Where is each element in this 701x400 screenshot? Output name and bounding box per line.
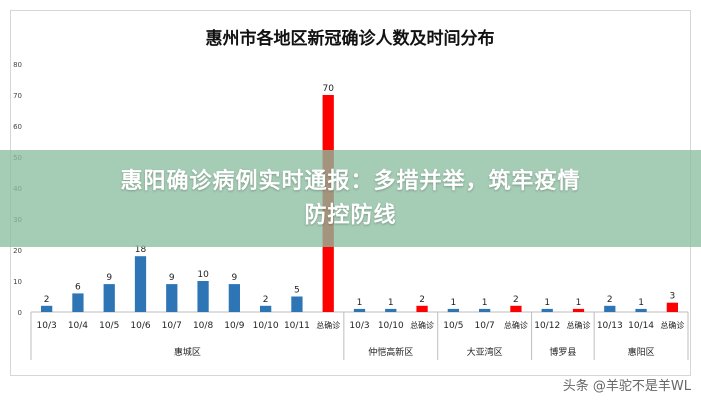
y-tick-label: 0 bbox=[18, 309, 22, 317]
data-label: 2 bbox=[607, 295, 613, 305]
daily-bar bbox=[541, 308, 553, 312]
group-label: 惠阳区 bbox=[628, 346, 655, 358]
data-label: 1 bbox=[638, 298, 644, 308]
data-label: 2 bbox=[44, 295, 50, 305]
daily-bar bbox=[41, 305, 53, 312]
x-tick-label: 总确诊 bbox=[504, 320, 528, 330]
daily-bar bbox=[228, 284, 240, 312]
x-tick-label: 总确诊 bbox=[660, 320, 684, 330]
data-label: 2 bbox=[513, 295, 519, 305]
total-bar bbox=[572, 308, 585, 312]
data-label: 1 bbox=[388, 298, 394, 308]
daily-bar bbox=[197, 281, 209, 312]
data-label: 2 bbox=[419, 295, 425, 305]
data-label: 5 bbox=[294, 286, 300, 296]
x-tick-label: 10/12 bbox=[534, 321, 560, 331]
data-label: 1 bbox=[576, 298, 582, 308]
group-label: 博罗县 bbox=[549, 346, 576, 358]
daily-bar bbox=[166, 284, 178, 312]
daily-bar bbox=[479, 308, 491, 312]
daily-bar bbox=[260, 305, 272, 312]
x-tick-label: 10/7 bbox=[162, 321, 182, 331]
data-label: 3 bbox=[669, 292, 675, 302]
data-label: 6 bbox=[75, 282, 81, 292]
group-label: 仲恺高新区 bbox=[368, 346, 413, 358]
watermark: 头条 @羊驼不是羊WL bbox=[562, 379, 691, 394]
x-tick-label: 总确诊 bbox=[316, 320, 340, 330]
data-label: 9 bbox=[231, 273, 237, 283]
daily-bar bbox=[291, 296, 303, 312]
daily-bar bbox=[604, 305, 616, 312]
data-label: 1 bbox=[482, 298, 488, 308]
x-tick-label: 10/10 bbox=[378, 321, 404, 331]
data-label: 9 bbox=[106, 273, 112, 283]
y-tick-label: 80 bbox=[13, 61, 22, 69]
x-tick-label: 10/7 bbox=[475, 321, 495, 331]
daily-bar bbox=[385, 308, 397, 312]
daily-bar bbox=[103, 284, 115, 312]
headline-line-1: 惠阳确诊病例实时通报：多措并举，筑牢疫情 bbox=[120, 168, 581, 194]
daily-bar bbox=[635, 308, 647, 312]
group-label: 大亚湾区 bbox=[467, 346, 503, 358]
data-label: 2 bbox=[263, 295, 269, 305]
chart-title: 惠州市各地区新冠确诊人数及时间分布 bbox=[206, 28, 495, 49]
data-label: 1 bbox=[450, 298, 456, 308]
data-label: 1 bbox=[357, 298, 363, 308]
x-tick-label: 总确诊 bbox=[567, 320, 591, 330]
x-tick-label: 10/6 bbox=[130, 321, 150, 331]
data-label: 18 bbox=[135, 245, 147, 255]
x-tick-label: 10/13 bbox=[597, 321, 623, 331]
y-tick-label: 60 bbox=[13, 123, 22, 131]
x-tick-label: 10/10 bbox=[253, 321, 279, 331]
x-tick-label: 10/11 bbox=[284, 321, 310, 331]
y-tick-label: 10 bbox=[13, 278, 22, 286]
total-bar bbox=[416, 305, 428, 312]
daily-bar bbox=[134, 256, 147, 312]
daily-bar bbox=[353, 308, 366, 312]
data-label: 70 bbox=[322, 84, 334, 94]
group-label: 惠城区 bbox=[174, 346, 201, 358]
x-tick-label: 总确诊 bbox=[410, 320, 434, 330]
daily-bar bbox=[72, 293, 84, 312]
x-tick-label: 10/8 bbox=[193, 321, 213, 331]
x-tick-label: 10/3 bbox=[37, 321, 57, 331]
x-tick-label: 10/4 bbox=[68, 321, 88, 331]
x-tick-label: 10/14 bbox=[628, 321, 654, 331]
x-tick-label: 10/5 bbox=[443, 321, 463, 331]
x-tick-label: 10/5 bbox=[99, 321, 119, 331]
y-tick-label: 70 bbox=[13, 92, 22, 100]
x-tick-label: 10/9 bbox=[224, 321, 244, 331]
headline-line-2: 防控防线 bbox=[304, 202, 397, 228]
total-bar bbox=[666, 302, 678, 312]
x-tick-label: 10/3 bbox=[349, 321, 369, 331]
daily-bar bbox=[447, 308, 459, 312]
y-tick-label: 20 bbox=[13, 247, 22, 255]
data-label: 1 bbox=[544, 298, 550, 308]
data-label: 9 bbox=[169, 273, 175, 283]
data-label: 10 bbox=[197, 270, 209, 280]
headline-banner: 惠阳确诊病例实时通报：多措并举，筑牢疫情 防控防线 bbox=[0, 150, 701, 247]
total-bar bbox=[510, 305, 522, 312]
